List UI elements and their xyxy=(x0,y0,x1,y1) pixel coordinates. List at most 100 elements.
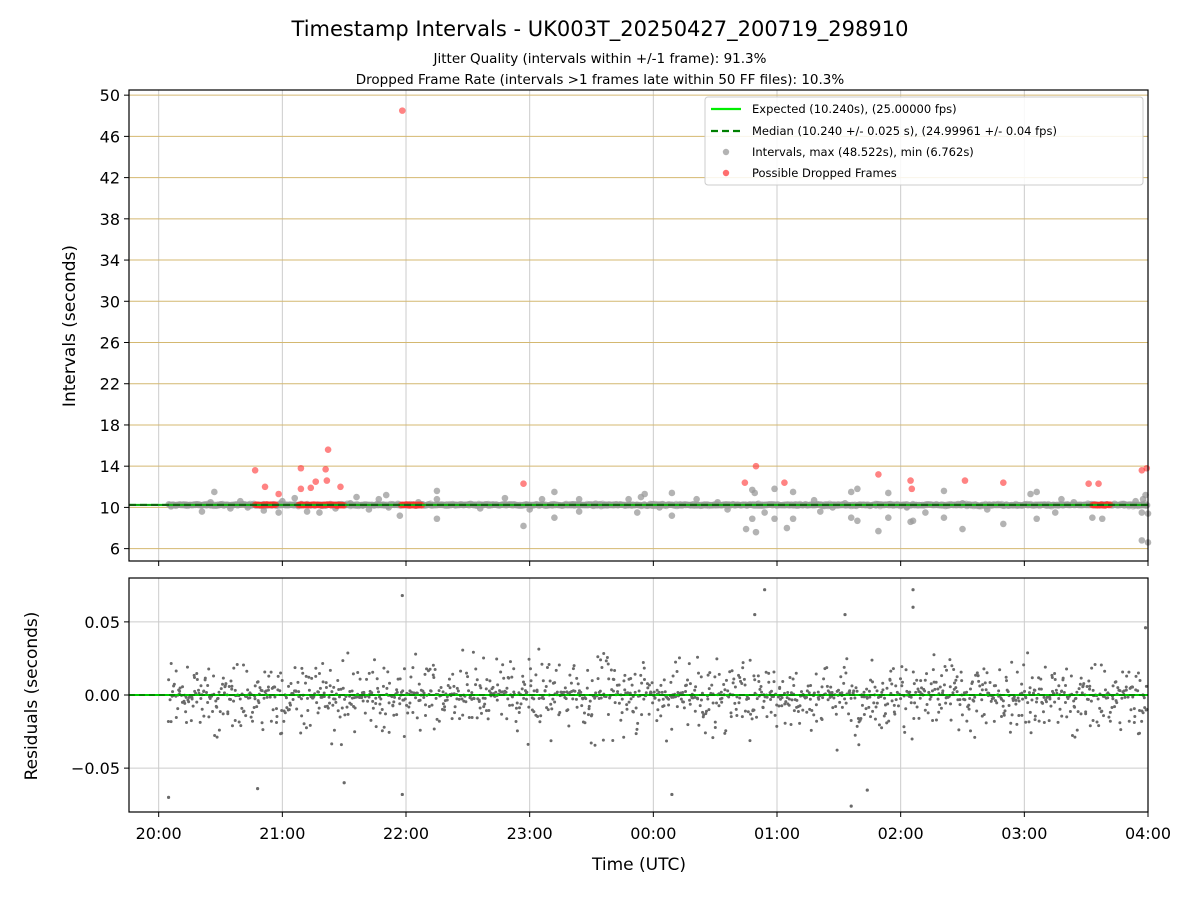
residual-point xyxy=(508,660,512,664)
residual-point xyxy=(910,737,914,741)
residual-point xyxy=(828,691,832,695)
residual-point xyxy=(376,690,380,694)
residual-point xyxy=(926,711,930,715)
jitter-quality-subtitle: Jitter Quality (intervals within +/-1 fr… xyxy=(433,51,767,67)
residual-point xyxy=(726,689,730,693)
residual-point xyxy=(734,707,738,711)
residual-point xyxy=(1009,721,1013,725)
residual-point xyxy=(955,690,959,694)
residual-point xyxy=(520,687,524,691)
residual-point xyxy=(439,686,443,690)
residual-point xyxy=(667,703,671,707)
residual-point xyxy=(470,691,474,695)
residual-point xyxy=(890,682,894,686)
residual-point xyxy=(470,715,474,719)
residual-point xyxy=(1050,675,1054,679)
residual-point xyxy=(308,723,312,727)
residual-point xyxy=(279,671,283,675)
residual-point xyxy=(525,690,529,694)
residual-point xyxy=(495,657,499,661)
residual-point xyxy=(742,677,746,681)
interval-point xyxy=(1051,509,1059,516)
residual-point xyxy=(862,690,866,694)
residual-point xyxy=(185,665,189,669)
residual-point xyxy=(1125,674,1129,678)
residual-point xyxy=(908,690,912,694)
x-tick-label: 02:00 xyxy=(878,824,924,843)
interval-point xyxy=(761,509,768,516)
interval-point xyxy=(538,495,546,503)
residual-point xyxy=(609,668,613,672)
residual-point xyxy=(398,677,402,681)
residual-point xyxy=(627,700,631,704)
residual-point xyxy=(719,690,723,694)
residual-point xyxy=(706,673,710,677)
residual-point xyxy=(885,721,889,725)
residual-point xyxy=(1056,720,1060,724)
residual-point xyxy=(867,689,871,693)
residual-point xyxy=(330,742,334,746)
residual-point xyxy=(747,697,751,701)
residual-point xyxy=(626,691,630,695)
residual-point xyxy=(1020,682,1024,686)
residual-point xyxy=(222,691,226,695)
residual-point xyxy=(927,691,931,695)
residual-point xyxy=(346,712,350,716)
residual-point xyxy=(688,698,692,702)
dropped-frame-point xyxy=(908,485,916,493)
residual-point xyxy=(656,708,660,712)
dropped-frame-point xyxy=(322,465,329,473)
residual-point xyxy=(596,677,600,681)
residual-point xyxy=(1079,712,1083,716)
residual-point xyxy=(950,664,954,668)
residual-point xyxy=(911,588,915,592)
residual-point xyxy=(546,708,550,712)
residual-point xyxy=(524,697,528,701)
intervals-y-tick-label: 30 xyxy=(100,292,120,311)
residual-point xyxy=(1008,730,1012,734)
residual-point xyxy=(282,719,286,723)
residual-point xyxy=(551,697,555,701)
residual-point xyxy=(339,743,343,747)
residual-point xyxy=(1073,735,1077,739)
dropped-frame-point xyxy=(741,479,749,486)
residual-point xyxy=(171,690,175,694)
residual-point xyxy=(945,668,949,672)
residual-point xyxy=(1124,688,1128,692)
residual-point xyxy=(767,680,771,684)
residual-point xyxy=(713,720,717,724)
residual-point xyxy=(176,707,180,711)
residual-point xyxy=(1064,684,1068,688)
residual-point xyxy=(346,651,350,655)
residual-point xyxy=(600,665,604,669)
residual-point xyxy=(958,703,962,707)
residual-point xyxy=(199,684,203,688)
residual-point xyxy=(640,681,644,685)
residual-point xyxy=(339,687,343,691)
residual-point xyxy=(697,723,701,727)
residual-point xyxy=(1002,713,1006,717)
residual-point xyxy=(762,699,766,703)
residual-point xyxy=(330,690,334,694)
residual-point xyxy=(978,684,982,688)
residual-point xyxy=(424,714,428,718)
residual-point xyxy=(674,660,678,664)
residual-point xyxy=(943,665,947,669)
residual-point xyxy=(733,701,737,705)
residual-point xyxy=(954,686,958,690)
residual-point xyxy=(613,701,617,705)
residual-point xyxy=(688,682,692,686)
residual-point xyxy=(704,712,708,716)
residual-point xyxy=(944,701,948,705)
residual-point xyxy=(757,679,761,683)
residual-point xyxy=(900,680,904,684)
residual-point xyxy=(1074,696,1078,700)
interval-point xyxy=(520,522,527,530)
residual-point xyxy=(263,670,267,674)
residual-point xyxy=(838,700,842,704)
residual-point xyxy=(720,700,724,704)
residual-point xyxy=(485,678,489,682)
residual-point xyxy=(415,716,419,720)
residual-point xyxy=(913,701,917,705)
residual-point xyxy=(829,685,833,689)
